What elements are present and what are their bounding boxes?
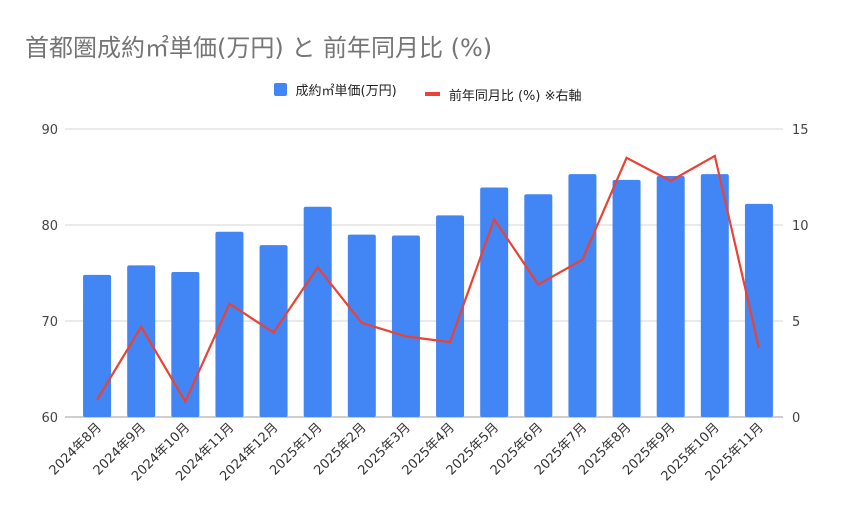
legend-item-bar[interactable]: 成約㎡単価(万円) (273, 80, 397, 99)
bar (480, 187, 509, 417)
legend: 成約㎡単価(万円) 前年同月比 (%) ※右軸 (0, 80, 855, 104)
left-axis-tick: 90 (41, 123, 58, 138)
bar (127, 265, 156, 417)
bar (215, 231, 244, 417)
legend-label: 前年同月比 (%) ※右軸 (448, 88, 582, 104)
bar (568, 174, 597, 417)
bar (524, 194, 553, 417)
bar (171, 272, 200, 417)
bar (436, 215, 465, 417)
legend-item-line[interactable]: 前年同月比 (%) ※右軸 (424, 85, 582, 104)
right-axis-tick: 10 (792, 219, 809, 234)
bar (700, 174, 729, 417)
bar (303, 206, 332, 417)
legend-label: 成約㎡単価(万円) (295, 84, 397, 99)
left-axis-tick: 70 (41, 315, 58, 330)
chart-title: 首都圏成約㎡単価(万円) と 前年同月比 (%) (25, 34, 493, 62)
right-axis-tick: 0 (792, 411, 800, 426)
right-axis-tick: 5 (792, 315, 800, 330)
bar (347, 234, 376, 417)
line-series (96, 154, 761, 405)
bar (83, 274, 112, 417)
bar (744, 203, 773, 417)
bar (391, 235, 420, 417)
bar (612, 179, 641, 417)
left-axis-tick: 60 (41, 411, 58, 426)
bar (656, 176, 685, 417)
legend-bar-swatch (273, 83, 287, 96)
legend-line-swatch (424, 92, 440, 96)
left-axis-tick: 80 (41, 219, 58, 234)
right-axis-tick: 15 (792, 123, 809, 138)
